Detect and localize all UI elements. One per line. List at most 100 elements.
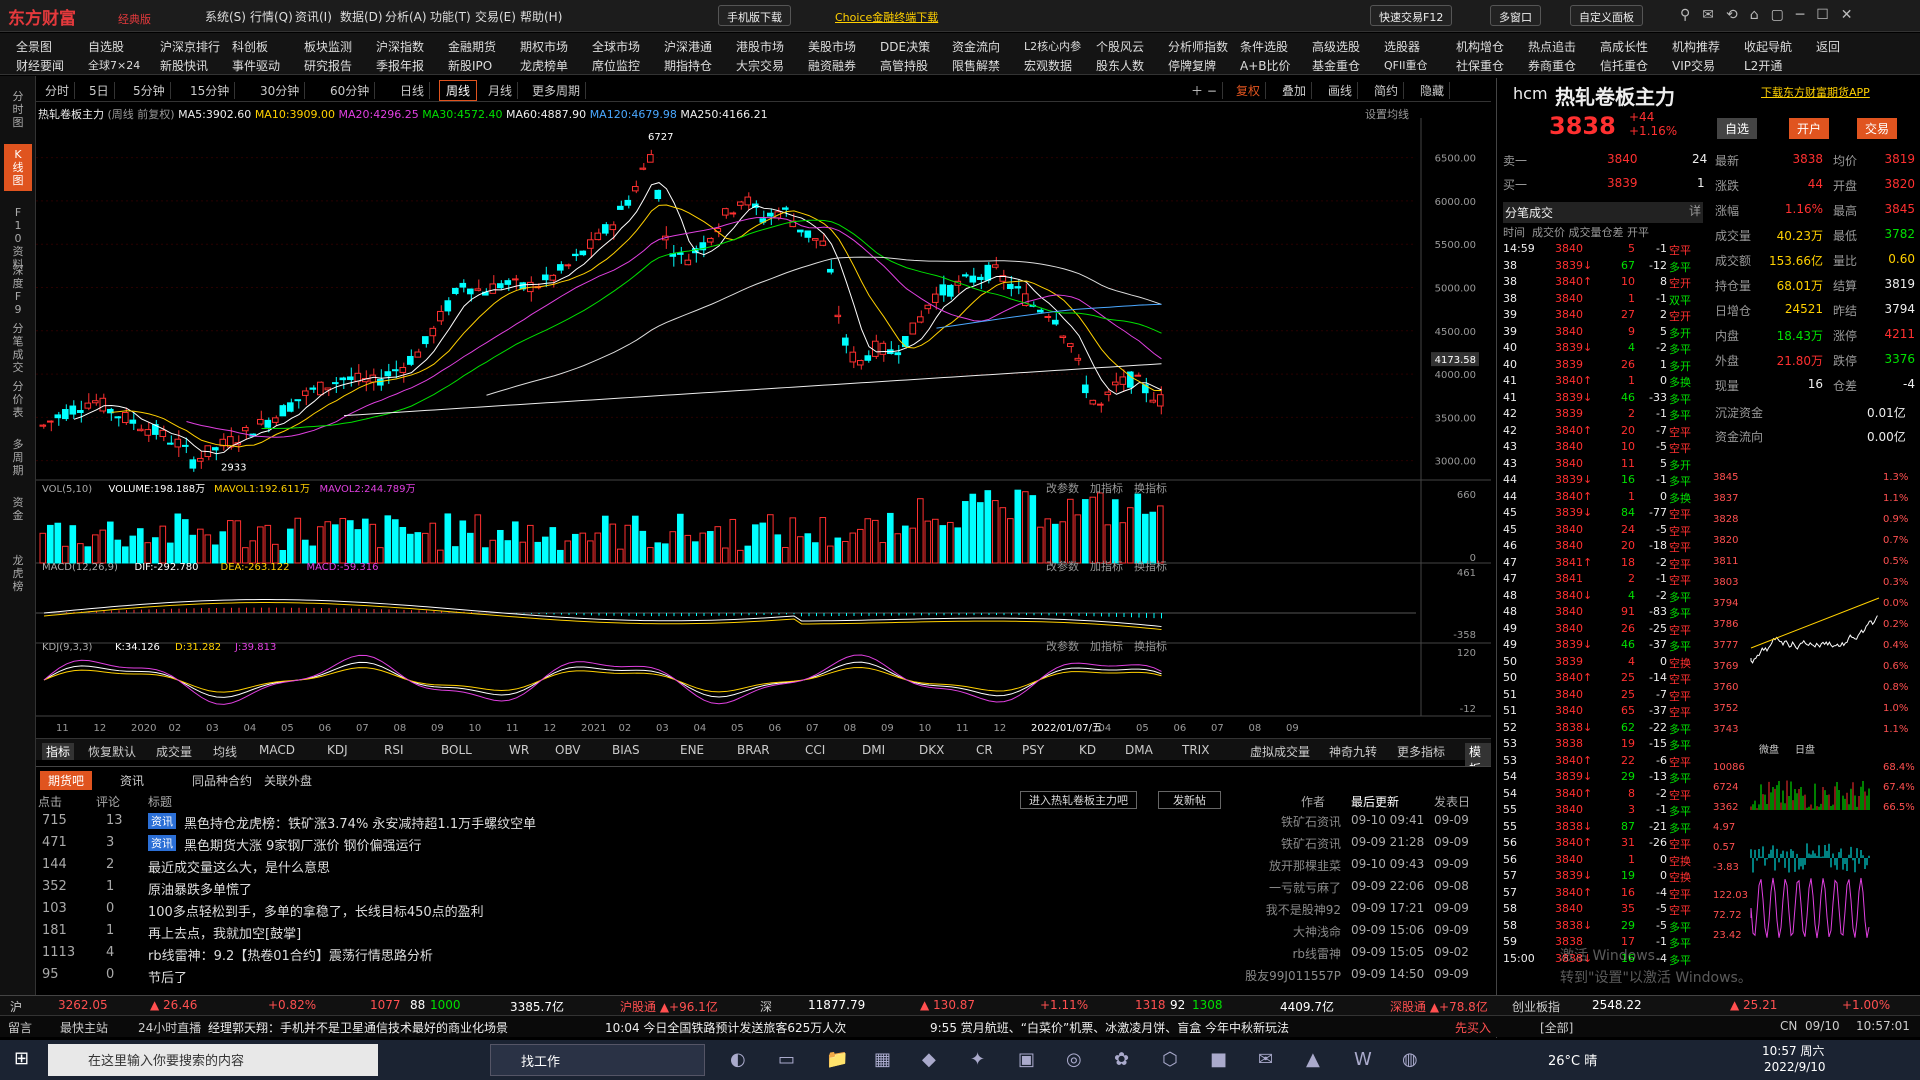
nav-link[interactable]: 宏观数据 bbox=[1024, 59, 1073, 73]
enter-forum-button[interactable]: 进入热轧卷板主力吧 bbox=[1020, 791, 1137, 809]
taskbar-app-icon[interactable]: ✉ bbox=[1258, 1049, 1274, 1070]
news-title-link[interactable]: 100多点轻松到手，多单的拿稳了，长线目标450点的盈利 bbox=[148, 905, 484, 920]
nav-link[interactable]: 季报年报 bbox=[376, 59, 425, 73]
taskbar-app-icon[interactable]: ▦ bbox=[874, 1049, 892, 1070]
indicator-tab[interactable]: MACD bbox=[259, 743, 295, 757]
indicator-tab[interactable]: DKX bbox=[919, 743, 945, 757]
period-tab[interactable]: 5分钟 bbox=[128, 82, 171, 99]
nav-link[interactable]: 机构推荐 bbox=[1672, 40, 1721, 54]
taskbar-app-icon[interactable]: ◎ bbox=[1066, 1049, 1082, 1070]
indicator-tab[interactable]: DMI bbox=[862, 743, 886, 757]
period-tab[interactable]: 60分钟 bbox=[325, 82, 376, 99]
news-author[interactable]: 大神浅命 bbox=[1292, 925, 1341, 939]
nav-link[interactable]: 港股市场 bbox=[736, 40, 785, 54]
news-title-link[interactable]: 最近成交量这么大，是什么意思 bbox=[148, 861, 331, 876]
taskbar-app-icon[interactable]: ◐ bbox=[730, 1049, 746, 1070]
clock-time[interactable]: 10:57 周六 bbox=[1762, 1044, 1825, 1058]
taskbar-app-icon[interactable]: ◆ bbox=[922, 1049, 936, 1070]
nav-link[interactable]: 全球7×24 bbox=[88, 59, 141, 72]
menu-item[interactable]: 数据(D) bbox=[340, 10, 383, 24]
nav-link[interactable]: 自选股 bbox=[88, 40, 125, 54]
indicator-tab[interactable]: BRAR bbox=[737, 743, 770, 757]
side-tab[interactable]: 分时图 bbox=[12, 90, 24, 129]
clock-date[interactable]: 2022/9/10 bbox=[1764, 1060, 1826, 1074]
nav-link[interactable]: 高管持股 bbox=[880, 59, 929, 73]
indicator-tab[interactable]: BIAS bbox=[612, 743, 640, 757]
nav-link[interactable]: 沪深京排行 bbox=[160, 40, 221, 54]
news-title-link[interactable]: 再上去点，我就加空[鼓掌] bbox=[148, 927, 302, 942]
nav-link[interactable]: 事件驱动 bbox=[232, 59, 281, 73]
nav-link[interactable]: 新股快讯 bbox=[160, 59, 209, 73]
nav-link[interactable]: 新股IPO bbox=[448, 59, 493, 73]
nav-link[interactable]: 大宗交易 bbox=[736, 59, 785, 73]
indicator-tab[interactable]: DMA bbox=[1125, 743, 1153, 757]
side-tab[interactable]: 多周期 bbox=[12, 438, 24, 477]
nav-link[interactable]: 股东人数 bbox=[1096, 59, 1145, 73]
news-tab[interactable]: 资讯 bbox=[120, 774, 145, 788]
nav-link[interactable]: 返回 bbox=[1816, 40, 1841, 54]
news-title-link[interactable]: 黑色期货大涨 9家钢厂涨价 钢价偏强运行 bbox=[184, 839, 422, 854]
menu-item[interactable]: 功能(T) bbox=[430, 10, 471, 24]
news-title-link[interactable]: 节后了 bbox=[148, 971, 188, 986]
indicator-tab[interactable]: 虚拟成交量 bbox=[1250, 745, 1311, 759]
menu-item[interactable]: 分析(A) bbox=[385, 10, 427, 24]
nav-link[interactable]: A+B比价 bbox=[1240, 59, 1291, 73]
news-title-link[interactable]: rb线雷神：9.2【热卷01合约】震荡行情思路分析 bbox=[148, 949, 433, 964]
nav-link[interactable]: 高成长性 bbox=[1600, 40, 1649, 54]
indicator-tab[interactable]: 恢复默认 bbox=[88, 745, 137, 759]
news-author[interactable]: 一亏就亏麻了 bbox=[1268, 881, 1341, 895]
taskbar-app-icon[interactable]: ▲ bbox=[1306, 1049, 1320, 1070]
ma-settings-button[interactable]: 设置均线 bbox=[1365, 108, 1409, 121]
news-author[interactable]: rb线雷神 bbox=[1292, 947, 1341, 961]
nav-link[interactable]: 社保重仓 bbox=[1456, 59, 1505, 73]
nav-link[interactable]: L2开通 bbox=[1744, 59, 1783, 73]
app-download-link[interactable]: 下载东方财富期货APP bbox=[1761, 86, 1870, 99]
nav-link[interactable]: 期指持仓 bbox=[664, 59, 713, 73]
zoom-icon[interactable]: ＋ − bbox=[1186, 82, 1223, 99]
chart-tool[interactable]: 复权 bbox=[1231, 82, 1267, 99]
nav-link[interactable]: 财经要闻 bbox=[16, 59, 65, 73]
side-tab[interactable]: 龙虎榜 bbox=[12, 554, 24, 593]
news-col-header[interactable]: 最后更新 bbox=[1351, 795, 1400, 809]
menu-item[interactable]: 系统(S) bbox=[205, 10, 246, 24]
side-tab[interactable]: 资金 bbox=[12, 496, 24, 522]
nav-link[interactable]: 高级选股 bbox=[1312, 40, 1361, 54]
nav-link[interactable]: 限售解禁 bbox=[952, 59, 1001, 73]
taskbar-app-icon[interactable]: 📁 bbox=[826, 1049, 849, 1070]
news-author[interactable]: 铁矿石资讯 bbox=[1280, 815, 1341, 829]
taskbar-app-icon[interactable]: W bbox=[1354, 1049, 1372, 1070]
taskbar-search-input[interactable]: 在这里输入你要搜索的内容 bbox=[48, 1044, 378, 1076]
taskbar-app-icon[interactable]: ▭ bbox=[778, 1049, 796, 1070]
period-tab[interactable]: 周线 bbox=[439, 80, 478, 101]
indicator-tab[interactable]: RSI bbox=[384, 743, 404, 757]
side-tab[interactable]: 分价表 bbox=[12, 380, 24, 419]
taskbar-app-icon[interactable]: ▣ bbox=[1018, 1049, 1036, 1070]
nav-link[interactable]: 美股市场 bbox=[808, 40, 857, 54]
open-account-button[interactable]: 开户 bbox=[1789, 118, 1830, 139]
nav-link[interactable]: 选股器 bbox=[1384, 40, 1421, 54]
menu-item[interactable]: 行情(Q) bbox=[250, 10, 293, 24]
nav-link[interactable]: QFII重仓 bbox=[1384, 59, 1428, 72]
kline-chart[interactable]: 6500.00 6000.00 5500.00 5000.00 4500.00 4000.… bbox=[36, 118, 1491, 738]
weather-widget[interactable]: 26°C 晴 bbox=[1548, 1054, 1598, 1069]
news-tab[interactable]: 期货吧 bbox=[40, 771, 93, 790]
news-col-header[interactable]: 发表日 bbox=[1434, 795, 1471, 809]
windows-start-icon[interactable]: ⊞ bbox=[14, 1048, 30, 1069]
browser-search-input[interactable]: 找工作 bbox=[490, 1044, 705, 1076]
menu-item[interactable]: 交易(E) bbox=[475, 10, 516, 24]
period-tab[interactable]: 日线 bbox=[395, 82, 431, 99]
multi-window-button[interactable]: 多窗口 bbox=[1490, 5, 1541, 26]
news-title-link[interactable]: 原油暴跌多单慌了 bbox=[148, 883, 253, 898]
fast-trade-button[interactable]: 快速交易F12 bbox=[1370, 5, 1453, 26]
indicator-tab[interactable]: KD bbox=[1079, 743, 1097, 757]
taskbar-app-icon[interactable]: ◍ bbox=[1402, 1049, 1418, 1070]
nav-link[interactable]: 停牌复牌 bbox=[1168, 59, 1217, 73]
trade-button[interactable]: 交易 bbox=[1857, 118, 1898, 139]
nav-link[interactable]: 沪深指数 bbox=[376, 40, 425, 54]
chart-tool[interactable]: 叠加 bbox=[1277, 82, 1313, 99]
news-col-header[interactable]: 点击 bbox=[38, 795, 63, 809]
nav-link[interactable]: 基金重仓 bbox=[1312, 59, 1361, 73]
period-tab[interactable]: 更多周期 bbox=[527, 82, 587, 99]
ticker-t3[interactable]: 9:55 赏月航班、“白菜价”机票、冰激凌月饼、盲盒 今年中秋新玩法 bbox=[930, 1021, 1290, 1035]
